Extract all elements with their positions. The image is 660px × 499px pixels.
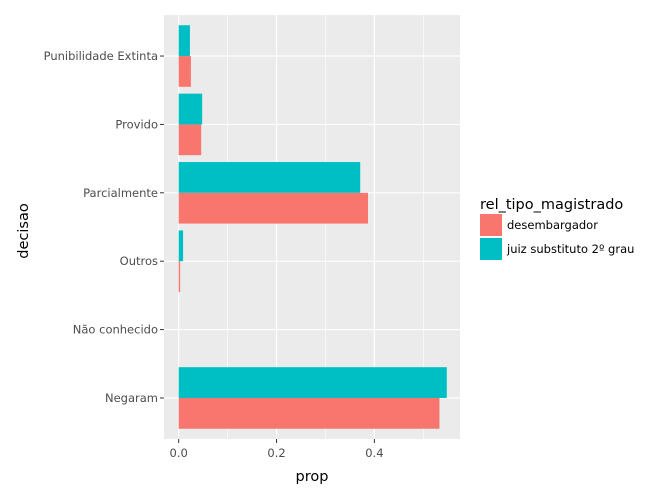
legend-swatch <box>480 214 502 236</box>
y-tick-label: Outros <box>120 254 158 268</box>
x-axis-title: prop <box>296 469 329 485</box>
bar-juiz-substituto-0 <box>178 25 190 57</box>
legend: rel_tipo_magistrado desembargador juiz su… <box>480 197 634 260</box>
x-axis: 0.0 0.2 0.4 <box>170 439 384 460</box>
bar-desembargador-2 <box>178 192 369 224</box>
x-tick-label: 0.2 <box>267 446 285 460</box>
y-tick-label: Parcialmente <box>83 186 158 200</box>
y-tick-label: Punibilidade Extinta <box>44 49 158 63</box>
bar-juiz-substituto-1 <box>178 93 203 125</box>
bar-juiz-substituto-5 <box>178 367 447 398</box>
y-tick-label: Não conhecido <box>73 323 158 337</box>
bar-desembargador-0 <box>178 56 191 87</box>
legend-label: desembargador <box>507 218 598 232</box>
y-axis: Punibilidade Extinta Provido Parcialmente O… <box>44 49 164 405</box>
bar-juiz-substituto-3 <box>178 230 184 262</box>
legend-swatch <box>480 238 502 260</box>
bar-juiz-substituto-2 <box>178 162 361 193</box>
bar-desembargador-5 <box>178 397 440 429</box>
x-tick-label: 0.0 <box>170 446 188 460</box>
legend-items: desembargador juiz substituto 2º grau <box>480 214 634 260</box>
y-tick-label: Negaram <box>105 391 158 405</box>
bars <box>178 25 447 429</box>
bar-desembargador-3 <box>178 261 181 292</box>
y-axis-title: decisao <box>16 203 32 259</box>
y-tick-label: Provido <box>115 117 158 131</box>
legend-label: juiz substituto 2º grau <box>506 242 634 256</box>
legend-title: rel_tipo_magistrado <box>480 197 623 213</box>
bar-desembargador-1 <box>178 124 202 156</box>
x-tick-label: 0.4 <box>365 446 383 460</box>
